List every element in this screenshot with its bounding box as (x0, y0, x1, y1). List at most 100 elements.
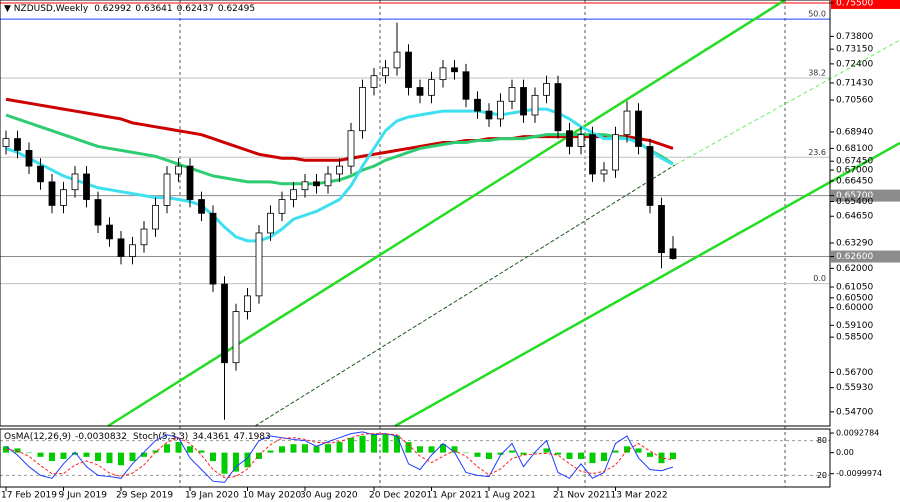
candle-body (359, 87, 366, 132)
candle-body (267, 212, 274, 234)
osc-frame (0, 428, 831, 488)
osma-bar (428, 446, 435, 453)
osma-bar (405, 442, 412, 453)
osma-bar (187, 446, 193, 453)
candle-body (612, 134, 619, 171)
osc-tick-label: 0.0092784 (836, 429, 879, 438)
osma-bar (37, 452, 44, 457)
y-tick-label: 0.67000 (836, 166, 873, 176)
candle-body (439, 67, 447, 81)
osma-bar (175, 442, 182, 453)
y-tick-label: 0.60000 (836, 303, 873, 313)
candle-body (324, 173, 332, 187)
osma-bar (486, 452, 492, 459)
main-frame (0, 0, 831, 427)
tick-highlight (831, 0, 900, 9)
moving-average (5, 107, 674, 243)
candle-body (301, 181, 309, 191)
fib-label: 38.2 (808, 69, 826, 78)
candle-body (566, 130, 573, 147)
candle-body (117, 238, 125, 257)
y-tick-label: 0.58500 (836, 333, 873, 343)
y-tick-label: 0.65400 (836, 197, 873, 207)
candle-body (543, 83, 550, 96)
osma-bar (106, 452, 113, 464)
osma-bar (290, 444, 297, 453)
candle-body (186, 165, 194, 200)
open: 0.62992 (94, 4, 131, 14)
price-axis: 0.75500 0.73800 0.73150 0.72400 0.71430 0.705… (830, 0, 900, 417)
y-tick-label: 0.65700 (836, 191, 873, 201)
candle-body (347, 130, 355, 167)
candle-body (474, 98, 481, 112)
osma-bar (647, 452, 653, 457)
candle-body (48, 181, 56, 206)
arrow: ▼ (4, 4, 14, 14)
osma-bar (451, 446, 458, 453)
candle-body (221, 283, 228, 364)
candle-body (497, 100, 504, 120)
candle-body (60, 189, 67, 206)
y-tick-label: 0.71430 (836, 78, 873, 88)
candle-body (393, 51, 401, 69)
osma-bar (624, 446, 630, 453)
candles (2, 22, 677, 420)
channel-line (394, 141, 900, 428)
y-tick-label: 0.60500 (836, 293, 873, 303)
y-tick-label: 0.72400 (836, 59, 873, 69)
osma-bar (566, 452, 573, 459)
osma-bar (95, 452, 101, 462)
candle-body (635, 110, 642, 147)
channel-extension (674, 39, 900, 166)
y-tick-label: 0.75500 (836, 0, 873, 8)
candle-body (531, 94, 539, 116)
y-tick-label: 0.73800 (836, 32, 873, 42)
osma-bar (267, 450, 274, 453)
candle-body (554, 83, 562, 132)
y-tick-label: 0.66450 (836, 176, 873, 186)
candle-body (209, 212, 217, 285)
osma-label: OsMA(12,26,9) (4, 432, 71, 442)
candle-body (370, 75, 378, 88)
candle-body (658, 205, 665, 254)
candle-body (451, 67, 458, 73)
osma-bar (83, 452, 90, 457)
candle-body (669, 248, 677, 260)
y-tick-label: 0.68100 (836, 144, 873, 154)
candle-body (255, 232, 263, 297)
osma-bar (612, 450, 619, 453)
header: ▼ NZDUSD,Weekly 0.62992 0.63641 0.62437 0.62… (4, 4, 255, 14)
x-tick-label: 21 Nov 2021 (553, 491, 611, 501)
candle-body (83, 173, 90, 200)
osma-bar (497, 452, 504, 455)
osma-bar (371, 433, 377, 453)
y-tick-label: 0.64650 (836, 212, 873, 222)
candle-body (405, 51, 412, 88)
fib-label: 0.0 (813, 274, 826, 283)
osma-value: -0.0030832 (75, 432, 127, 442)
osma-bar (670, 452, 676, 460)
candle-body (462, 71, 470, 100)
osma-bar (509, 450, 515, 453)
osma-bar (474, 452, 481, 457)
candle-body (278, 199, 286, 214)
trend-channel (107, 0, 900, 428)
x-tick-label: 17 Feb 2019 (1, 491, 57, 501)
osma-bar (26, 452, 32, 454)
osma-bar (221, 452, 228, 474)
candle-body (14, 138, 21, 151)
candle-body (37, 165, 44, 183)
fib-label: 50.0 (808, 10, 826, 19)
y-tick-label: 0.61050 (836, 283, 873, 293)
osma-bar (417, 446, 423, 453)
oscillator: 80 20 0.0092784 0.00 -0.0099974 (0, 429, 882, 483)
time-axis: 17 Feb 2019 9 Jun 2019 29 Sep 2019 19 Jan 2… (1, 487, 668, 501)
osma-bar (463, 452, 469, 454)
high: 0.63641 (135, 4, 172, 14)
candle-body (600, 169, 608, 175)
osma-bar (233, 452, 239, 472)
candle-body (244, 295, 251, 312)
candle-body (198, 199, 205, 214)
